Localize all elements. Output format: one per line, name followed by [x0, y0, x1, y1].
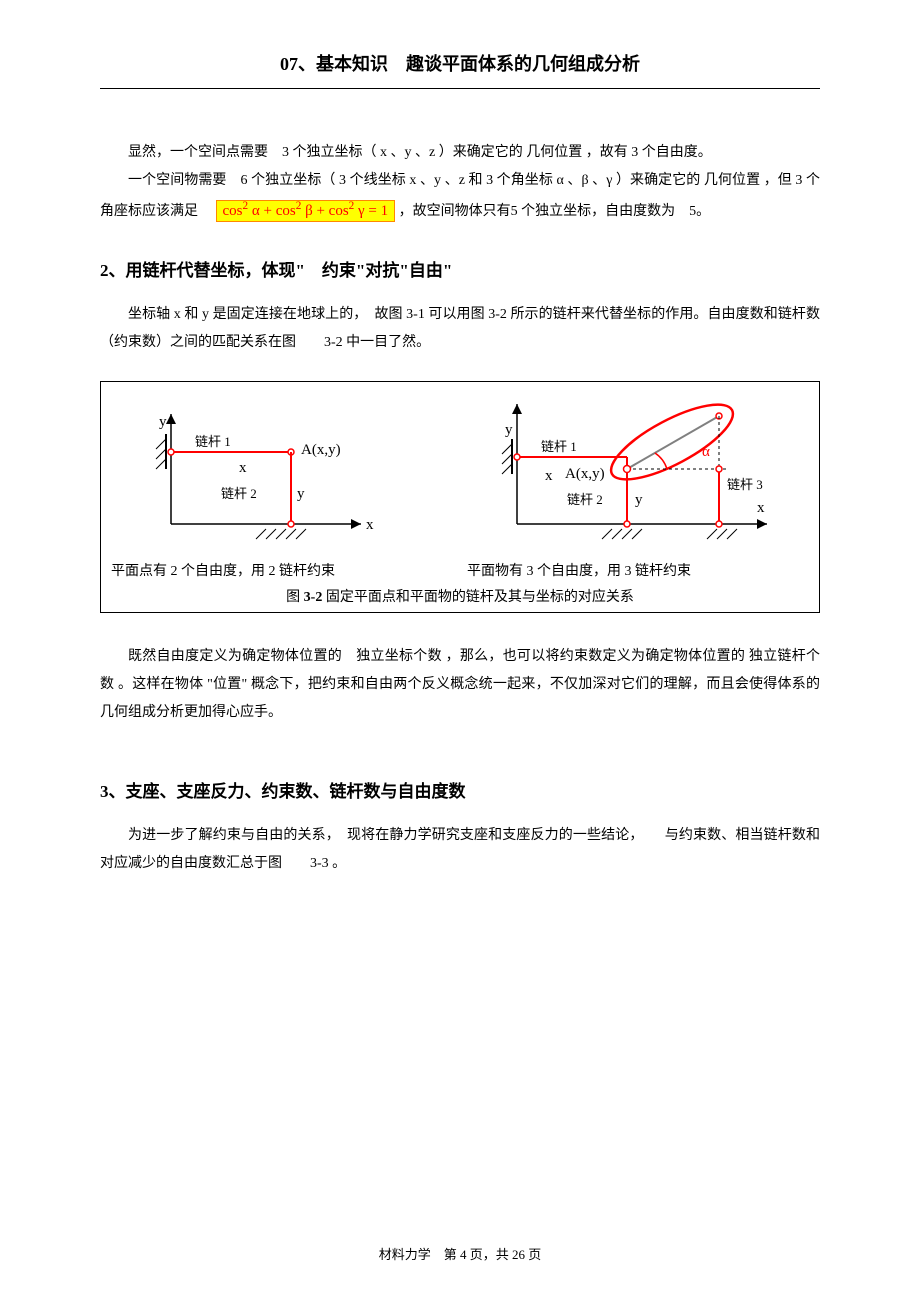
figure-bottom-caption: 图 3-2 固定平面点和平面物的链杆及其与坐标的对应关系	[111, 586, 809, 606]
p2-suffix: ，故空间物体只有5 个独立坐标，自由度数为 5。	[399, 204, 711, 219]
right-x-label: x	[757, 500, 765, 516]
paragraph-4: 既然自由度定义为确定物体位置的 独立坐标个数 ，那么，也可以将约束数定义为确定物…	[100, 643, 820, 727]
p5-text: 为进一步了解约束与自由的关系， 现将在静力学研究支座和支座反力的一些结论， 与约…	[100, 828, 820, 871]
right-link2: 链杆 2	[567, 492, 603, 507]
paragraph-5: 为进一步了解约束与自由的关系， 现将在静力学研究支座和支座反力的一些结论， 与约…	[100, 822, 820, 878]
diagram-left-svg: y x 链杆 1 x	[111, 394, 441, 554]
left-point-a: A(x,y)	[301, 442, 341, 458]
figure-caption-prefix: 图	[286, 590, 304, 605]
right-coord-y: y	[635, 492, 643, 508]
section-2-heading: 2、用链杆代替坐标，体现" 约束"对抗"自由"	[100, 256, 820, 281]
left-link1: 链杆 1	[195, 434, 231, 449]
right-y-label: y	[505, 422, 513, 438]
p4-text: 既然自由度定义为确定物体位置的 独立坐标个数 ，那么，也可以将约束数定义为确定物…	[100, 649, 820, 720]
left-coord-y: y	[297, 486, 305, 502]
figure-caption-num: 3-2	[304, 590, 323, 605]
section-3-heading: 3、支座、支座反力、约束数、链杆数与自由度数	[100, 777, 820, 802]
section-3-heading-text: 3、支座、支座反力、约束数、链杆数与自由度数	[100, 782, 466, 801]
right-alpha: α	[702, 444, 710, 460]
right-point-a: A(x,y)	[565, 466, 605, 482]
page-footer: 材料力学 第 4 页，共 26 页	[0, 1244, 920, 1263]
footer-text: 材料力学 第 4 页，共 26 页	[379, 1247, 542, 1262]
p1-text: 显然，一个空间点需要 3 个独立坐标（ x 、y 、z ）来确定它的 几何位置 …	[128, 145, 712, 160]
figure-right: y x	[467, 394, 809, 580]
paragraph-3: 坐标轴 x 和 y 是固定连接在地球上的， 故图 3-1 可以用图 3-2 所示…	[100, 301, 820, 357]
header-title: 07、基本知识 趣谈平面体系的几何组成分析	[280, 54, 640, 74]
page-header: 07、基本知识 趣谈平面体系的几何组成分析	[100, 50, 820, 89]
paragraph-2: 一个空间物需要 6 个独立坐标（ 3 个线坐标 x 、y 、z 和 3 个角坐标…	[100, 167, 820, 226]
section-2-heading-text: 2、用链杆代替坐标，体现" 约束"对抗"自由"	[100, 261, 452, 280]
left-caption: 平面点有 2 个自由度，用 2 链杆约束	[111, 560, 453, 580]
p3-text: 坐标轴 x 和 y 是固定连接在地球上的， 故图 3-1 可以用图 3-2 所示…	[100, 307, 820, 350]
paragraph-1: 显然，一个空间点需要 3 个独立坐标（ x 、y 、z ）来确定它的 几何位置 …	[100, 139, 820, 167]
figure-left: y x 链杆 1 x	[111, 394, 453, 580]
left-x-label: x	[366, 517, 374, 533]
right-caption: 平面物有 3 个自由度，用 3 链杆约束	[467, 560, 809, 580]
figure-3-2: y x 链杆 1 x	[100, 381, 820, 613]
figure-caption-text: 固定平面点和平面物的链杆及其与坐标的对应关系	[322, 590, 634, 605]
right-coord-x: x	[545, 468, 553, 484]
formula-cos-identity: cos2 α + cos2 β + cos2 γ = 1	[216, 200, 396, 222]
left-y-label: y	[159, 414, 167, 430]
figure-content: y x 链杆 1 x	[111, 394, 809, 580]
left-link2: 链杆 2	[221, 486, 257, 501]
left-coord-x: x	[239, 460, 247, 476]
diagram-right-svg: y x	[467, 394, 807, 554]
right-link3: 链杆 3	[727, 477, 763, 492]
right-link1: 链杆 1	[541, 439, 577, 454]
